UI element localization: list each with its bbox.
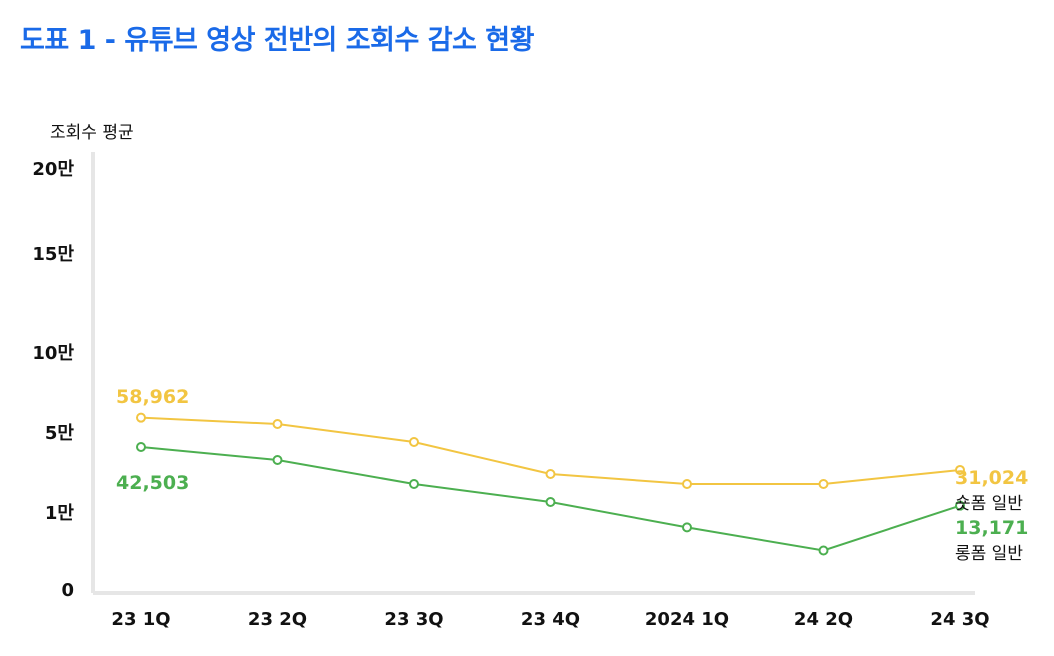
data-label-start-shorts: 58,962 <box>116 386 189 408</box>
data-point <box>409 479 419 489</box>
x-tick-label: 24 2Q <box>794 609 853 630</box>
series-label-shorts: 숏폼 일반 <box>955 494 1023 514</box>
data-point <box>272 455 283 465</box>
data-label-start-longform: 42,503 <box>116 472 189 494</box>
data-point <box>818 479 829 489</box>
data-point <box>272 419 283 429</box>
data-point <box>955 500 965 511</box>
x-tick-label: 24 3Q <box>930 609 989 630</box>
series-label-longform: 롱폼 일반 <box>955 544 1023 564</box>
data-label-end-shorts: 31,024 <box>955 467 1028 489</box>
data-point <box>136 441 146 452</box>
data-point <box>409 437 419 447</box>
x-tick-label: 2024 1Q <box>645 609 729 630</box>
y-tick-label: 0 <box>61 580 74 601</box>
x-tick-label: 23 2Q <box>248 609 307 630</box>
x-tick-label: 23 1Q <box>111 609 170 630</box>
data-point <box>682 522 692 533</box>
data-point <box>682 479 692 489</box>
chart-title: 도표 1 - 유튜브 영상 전반의 조회수 감소 현황 <box>20 25 534 56</box>
data-point <box>545 497 556 507</box>
data-point <box>955 464 965 475</box>
data-label-end-longform: 13,171 <box>955 517 1028 539</box>
y-tick-label: 5만 <box>45 423 75 444</box>
y-tick-label: 1만 <box>45 503 75 524</box>
data-point <box>136 412 146 423</box>
x-tick-label: 23 4Q <box>521 609 580 630</box>
y-tick-label: 10만 <box>32 343 74 364</box>
y-tick-label: 15만 <box>32 244 74 265</box>
x-tick-label: 23 3Q <box>384 609 443 630</box>
y-tick-label: 20만 <box>32 159 74 180</box>
data-point <box>818 545 829 556</box>
y-axis-label: 조회수 평균 <box>50 123 134 143</box>
data-point <box>545 469 556 479</box>
